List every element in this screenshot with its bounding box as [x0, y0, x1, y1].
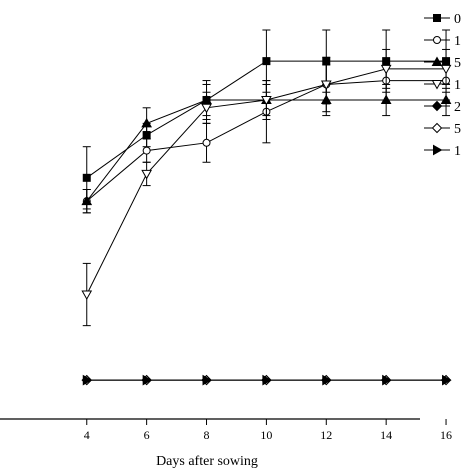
- legend-marker: [431, 122, 443, 134]
- data-point: [141, 117, 152, 128]
- plot-area: [81, 29, 452, 386]
- legend: 0 1 5 1 2 5 1: [424, 12, 461, 159]
- x-ticks: 4 6 8 10 12 14 16: [84, 419, 452, 442]
- data-point: [380, 94, 392, 105]
- data-point: [382, 374, 392, 386]
- legend-item: 1: [424, 144, 461, 159]
- series-4: [81, 48, 452, 327]
- data-point: [142, 146, 151, 155]
- legend-marker: [431, 80, 443, 90]
- data-point: [322, 374, 332, 386]
- data-point: [82, 374, 93, 386]
- x-tick-label: 6: [144, 428, 150, 442]
- legend-label: 2: [454, 100, 461, 115]
- data-point: [380, 64, 392, 75]
- legend-item: 0: [424, 12, 461, 27]
- data-point: [81, 290, 93, 301]
- legend-item: 5: [424, 56, 461, 71]
- x-tick-label: 8: [204, 428, 210, 442]
- data-point: [261, 96, 272, 106]
- data-point: [202, 374, 213, 386]
- data-point: [262, 57, 271, 66]
- legend-item: 5: [424, 122, 461, 137]
- legend-item: 1: [424, 34, 461, 49]
- x-tick-label: 10: [260, 428, 272, 442]
- data-point: [202, 138, 211, 147]
- data-point: [82, 173, 91, 182]
- legend-label: 1: [454, 78, 461, 93]
- data-point: [442, 374, 452, 386]
- legend-marker: [433, 144, 443, 156]
- legend-item: 1: [424, 78, 461, 93]
- legend-item: 2: [424, 100, 461, 115]
- legend-label: 5: [454, 56, 461, 71]
- series-7: [82, 374, 452, 386]
- legend-marker: [433, 14, 441, 22]
- data-point: [440, 94, 452, 105]
- legend-label: 1: [454, 34, 461, 49]
- legend-marker: [431, 100, 443, 112]
- data-point: [141, 169, 152, 180]
- legend-marker: [433, 36, 441, 44]
- legend-label: 5: [454, 122, 461, 137]
- data-point: [201, 103, 212, 114]
- data-point: [262, 374, 272, 386]
- x-tick-label: 4: [84, 428, 90, 442]
- legend-marker: [431, 56, 443, 66]
- data-point: [81, 195, 93, 206]
- x-axis-title: Days after sowing: [156, 454, 258, 469]
- x-tick-label: 14: [380, 428, 392, 442]
- data-point: [142, 374, 153, 386]
- data-point: [320, 80, 332, 90]
- x-tick-label: 12: [320, 428, 332, 442]
- legend-label: 0: [454, 12, 461, 27]
- data-point: [440, 64, 452, 75]
- x-tick-label: 16: [440, 428, 452, 442]
- legend-label: 1: [454, 144, 461, 159]
